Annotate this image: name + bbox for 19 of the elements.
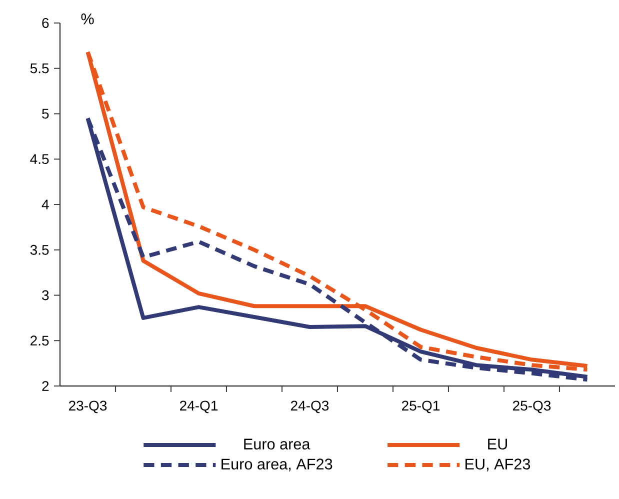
y-tick-label: 4 bbox=[42, 200, 49, 210]
legend-label: Euro area bbox=[244, 438, 310, 450]
legend-label: EU, AF23 bbox=[466, 458, 530, 472]
y-tick-label: 6 bbox=[42, 18, 49, 28]
y-tick-label: 2 bbox=[42, 381, 49, 391]
y-tick-label: 4.5 bbox=[30, 154, 49, 164]
y-tick-label: 5 bbox=[42, 108, 49, 119]
y-axis-title: % bbox=[81, 14, 94, 24]
x-tick-label: 24-Q3 bbox=[291, 400, 329, 414]
y-tick-label: 2.5 bbox=[30, 336, 49, 346]
y-tick-label: 5.5 bbox=[30, 64, 49, 74]
x-tick-label: 24-Q1 bbox=[180, 400, 218, 414]
y-tick-label: 3 bbox=[42, 290, 49, 300]
legend-label: EU bbox=[488, 438, 507, 450]
y-tick-label: 3.5 bbox=[30, 244, 49, 255]
x-tick-label: 23-Q3 bbox=[69, 400, 107, 414]
legend-label: Euro area, AF23 bbox=[222, 458, 332, 472]
x-tick-label: 25-Q1 bbox=[402, 400, 440, 414]
x-tick-label: 25-Q3 bbox=[512, 400, 551, 414]
